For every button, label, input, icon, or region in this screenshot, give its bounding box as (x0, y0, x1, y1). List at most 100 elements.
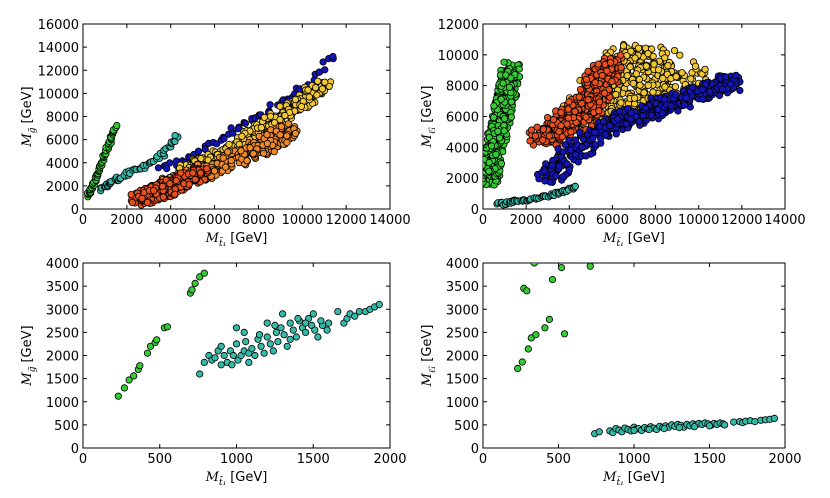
data-point (200, 269, 208, 277)
data-point (166, 159, 174, 167)
data-point (548, 161, 556, 169)
x-tick-label: 10000 (282, 213, 323, 228)
data-point (323, 326, 331, 334)
data-point (541, 167, 549, 175)
y-tick-label: 10000 (438, 49, 479, 64)
data-point (674, 107, 682, 115)
data-point (595, 428, 603, 436)
data-point (644, 49, 652, 58)
y-tick-label: 3000 (46, 303, 79, 318)
x-tick-label: 0 (79, 213, 87, 228)
data-point (586, 263, 594, 270)
data-point (177, 169, 185, 177)
data-point (301, 319, 310, 327)
data-point (532, 331, 540, 339)
data-point (661, 83, 669, 91)
data-point (687, 75, 695, 83)
data-point (631, 54, 639, 62)
x-tick-label: 1000 (220, 452, 253, 467)
x-tick-label: 4000 (553, 213, 586, 228)
data-point (485, 158, 493, 167)
data-point (698, 86, 706, 94)
data-point (559, 148, 567, 156)
series-cluster-cyan-floor (493, 182, 579, 209)
series-cluster-green (483, 58, 524, 189)
y-tick-label: 3500 (46, 280, 79, 295)
series-cluster-cyan-left (97, 131, 182, 195)
data-point (120, 384, 129, 392)
data-point (138, 194, 146, 202)
data-point (229, 351, 237, 360)
data-point (722, 73, 730, 81)
data-point (596, 135, 605, 143)
data-point (690, 423, 699, 431)
data-point (227, 156, 235, 165)
data-point (271, 321, 279, 329)
data-point (654, 66, 663, 74)
y-tick-label: 3000 (446, 303, 479, 318)
data-point (191, 279, 199, 287)
data-point (589, 134, 597, 142)
data-point (497, 160, 506, 168)
data-point (292, 333, 300, 341)
x-tick-label: 14000 (369, 213, 410, 228)
data-point (515, 65, 523, 73)
data-point (591, 78, 599, 87)
data-point (185, 180, 193, 188)
data-point (500, 115, 509, 123)
data-point (591, 141, 599, 149)
panel-top-left: 0 2000 4000 6000 8000 10000 12000 1400002000400… (20, 18, 411, 249)
data-point (603, 67, 611, 75)
y-tick-label: 4000 (446, 257, 479, 272)
data-point (196, 273, 204, 281)
series-green (514, 263, 594, 372)
data-point (280, 331, 288, 339)
series-cyan (196, 300, 383, 378)
data-point (678, 69, 686, 77)
y-tick-label: 8000 (46, 111, 79, 126)
data-point (266, 112, 275, 120)
data-point (351, 312, 359, 320)
data-point (616, 51, 625, 59)
data-point (237, 147, 245, 155)
data-point (630, 426, 638, 434)
data-point (571, 108, 579, 116)
data-point (584, 96, 592, 104)
data-point (539, 125, 548, 133)
data-point (730, 418, 738, 426)
x-tick-label: 14000 (764, 213, 805, 228)
data-point (600, 89, 609, 97)
data-point (595, 98, 604, 106)
data-point (263, 139, 271, 148)
data-point (274, 337, 282, 346)
data-point (228, 361, 236, 369)
x-tick-label: 0 (79, 452, 87, 467)
data-point (527, 126, 536, 134)
data-point (548, 275, 557, 284)
x-tick-label: 2000 (110, 213, 143, 228)
data-point (291, 129, 300, 137)
data-point (626, 63, 634, 71)
data-point (590, 128, 599, 136)
data-point (627, 109, 635, 117)
series-cluster-blue (533, 71, 744, 186)
data-point (171, 190, 179, 198)
y-axis-label: Mℓ̃₁[GeV] (420, 325, 438, 388)
data-point (200, 358, 208, 366)
data-point (284, 120, 292, 128)
data-point (500, 58, 508, 66)
series-cluster-orange-red (525, 51, 626, 149)
data-point (270, 148, 278, 156)
data-point (571, 136, 580, 144)
data-point (317, 317, 325, 325)
data-point (652, 99, 660, 108)
data-point (321, 66, 329, 74)
y-tick-label: 0 (471, 442, 479, 457)
data-point (220, 351, 228, 360)
data-point (163, 165, 171, 173)
data-point (497, 95, 505, 103)
data-point (584, 67, 592, 75)
y-tick-label: 6000 (46, 134, 79, 149)
data-points (514, 263, 779, 438)
x-axis-label: Mt̃₁ [GeV] (602, 231, 665, 249)
